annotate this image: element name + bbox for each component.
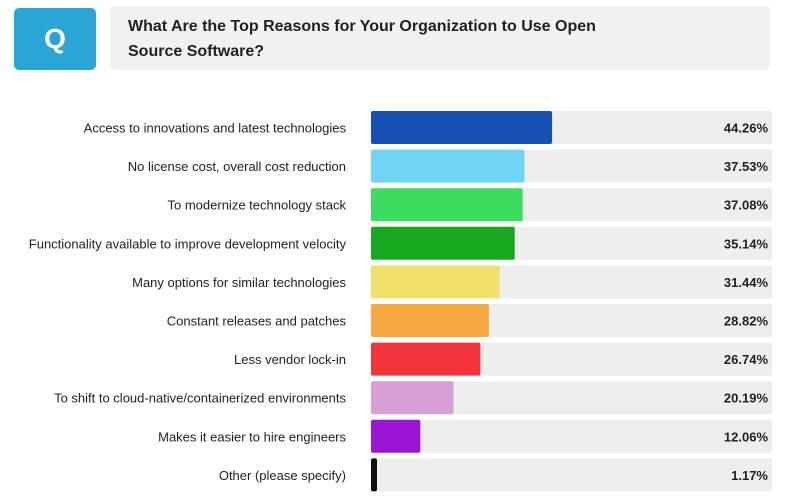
value-label: 28.82% bbox=[724, 314, 769, 329]
bar bbox=[371, 458, 377, 492]
question-title: What Are the Top Reasons for Your Organi… bbox=[128, 18, 596, 60]
bar bbox=[371, 226, 515, 260]
value-label: 1.17% bbox=[731, 468, 768, 483]
category-label: Less vendor lock-in bbox=[234, 352, 346, 367]
question-banner: What Are the Top Reasons for Your Organi… bbox=[110, 6, 770, 70]
bar-track bbox=[371, 458, 772, 492]
category-label: Constant releases and patches bbox=[167, 314, 347, 329]
category-label: Functionality available to improve devel… bbox=[29, 236, 347, 251]
bar bbox=[371, 304, 489, 337]
value-label: 12.06% bbox=[724, 429, 769, 444]
value-label: 20.19% bbox=[724, 391, 769, 406]
bar bbox=[371, 419, 421, 453]
bar bbox=[371, 149, 525, 183]
bar bbox=[371, 381, 454, 415]
category-label: Access to innovations and latest technol… bbox=[84, 121, 347, 136]
value-label: 37.53% bbox=[724, 159, 769, 174]
category-label: To shift to cloud-native/containerized e… bbox=[54, 391, 346, 406]
value-label: 37.08% bbox=[724, 198, 769, 213]
bar bbox=[371, 188, 523, 222]
value-label: 35.14% bbox=[724, 236, 769, 251]
value-label: 26.74% bbox=[724, 352, 769, 367]
category-label: No license cost, overall cost reduction bbox=[128, 159, 346, 174]
category-label: Makes it easier to hire engineers bbox=[158, 429, 346, 444]
value-label: 31.44% bbox=[724, 275, 769, 290]
bar bbox=[371, 342, 481, 376]
category-label: Other (please specify) bbox=[219, 468, 346, 483]
bar-chart: Access to innovations and latest technol… bbox=[29, 111, 772, 492]
value-label: 44.26% bbox=[724, 121, 769, 136]
bar-track bbox=[371, 419, 772, 453]
question-badge: Q bbox=[14, 8, 96, 70]
bar bbox=[371, 265, 500, 299]
category-label: Many options for similar technologies bbox=[132, 275, 346, 290]
question-badge-letter: Q bbox=[44, 23, 66, 54]
category-label: To modernize technology stack bbox=[168, 198, 347, 213]
bar bbox=[371, 111, 553, 144]
